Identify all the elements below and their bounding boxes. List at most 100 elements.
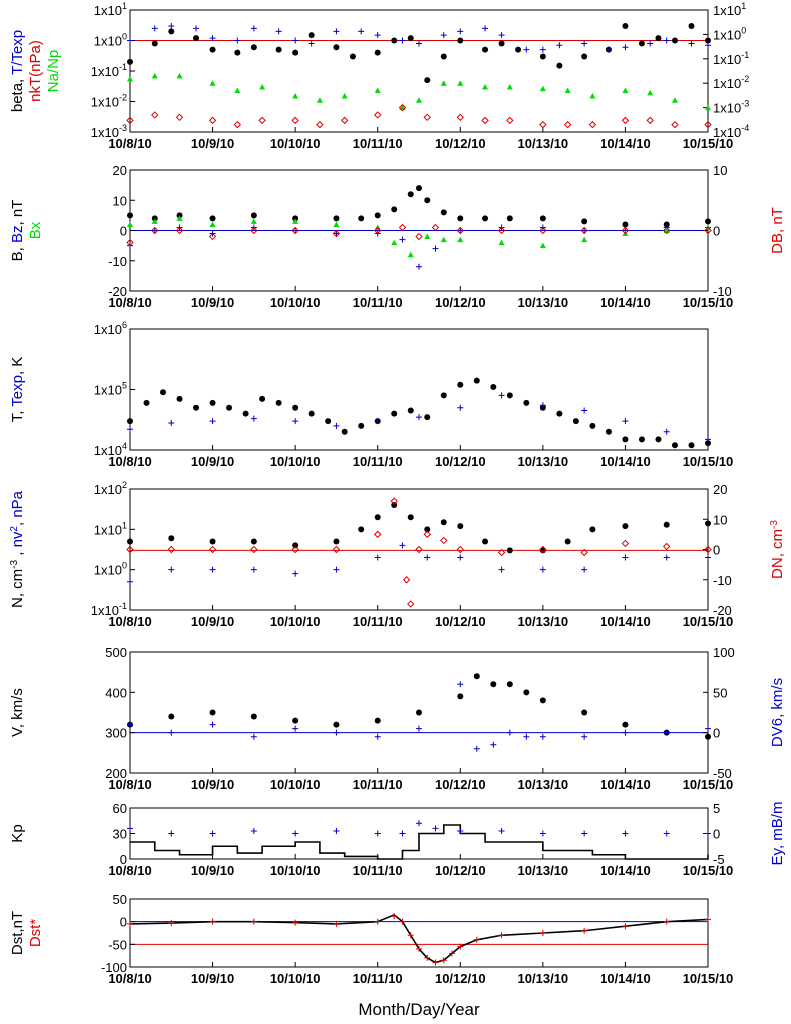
data-point: [168, 535, 175, 542]
y-right-tick-label: 0: [713, 726, 720, 741]
data-point: [292, 218, 299, 224]
x-tick-label: 10/14/10: [600, 971, 651, 986]
data-point: [209, 538, 216, 545]
data-point: [308, 410, 315, 417]
data-point: [250, 545, 258, 554]
data-point: [333, 721, 340, 728]
data-point: [407, 191, 414, 198]
panel-p4: 1x10-1 1x100 1x101 1x102 -20 -10 0 10 20 10/8/10 1…: [9, 480, 787, 629]
data-point: [440, 209, 447, 216]
data-point: [416, 185, 422, 192]
x-tick-label: 10/10/10: [270, 136, 321, 151]
y-axis-label: Na/Np: [45, 50, 62, 93]
data-point: [621, 116, 630, 125]
data-point: [581, 927, 588, 934]
data-point: [407, 35, 414, 42]
series-black: [127, 502, 711, 554]
x-tick-label: 10/12/10: [435, 971, 486, 986]
data-point: [209, 35, 216, 42]
data-point: [127, 721, 133, 728]
data-point: [457, 827, 464, 834]
data-point: [391, 913, 398, 920]
data-point: [151, 218, 158, 224]
data-point: [581, 53, 588, 60]
data-point: [126, 116, 134, 125]
y-tick-label: 1x102: [94, 480, 127, 497]
data-point: [498, 566, 505, 573]
x-tick-label: 10/10/10: [270, 295, 321, 310]
x-tick-label: 10/9/10: [191, 614, 234, 629]
x-tick-label: 10/11/10: [353, 863, 403, 878]
x-axis-label: Month/Day/Year: [358, 1000, 480, 1019]
data-point: [374, 212, 381, 219]
data-point: [539, 547, 546, 554]
data-point: [151, 25, 158, 32]
y-right-tick-label: -10: [713, 284, 732, 299]
data-point: [523, 689, 530, 696]
y-tick-label: 1x10-3: [91, 123, 127, 140]
data-point: [209, 918, 216, 925]
x-tick-label: 10/12/10: [435, 614, 486, 629]
data-point: [556, 410, 563, 417]
data-point: [416, 820, 422, 827]
y-right-tick-label: -50: [713, 766, 732, 781]
y-tick-label: -50: [108, 937, 127, 952]
x-tick-label: 10/9/10: [191, 136, 234, 151]
data-point: [663, 830, 670, 837]
data-point: [175, 113, 184, 122]
series-red: [126, 223, 712, 247]
data-point: [523, 399, 530, 406]
data-point: [127, 825, 133, 832]
data-point: [292, 570, 299, 577]
data-point: [457, 28, 464, 35]
data-point: [424, 414, 431, 421]
y-right-axis-label: DV6, km/s: [769, 678, 786, 747]
data-point: [250, 44, 257, 51]
data-point: [688, 442, 695, 449]
data-point: [498, 827, 505, 834]
data-point: [151, 215, 158, 222]
data-point: [316, 120, 324, 129]
y-right-tick-label: 0: [713, 827, 720, 842]
plot-frame: [129, 651, 709, 774]
series-black: [127, 377, 711, 449]
data-point: [539, 402, 546, 409]
data-point: [209, 709, 216, 716]
data-point: [416, 263, 422, 270]
data-point: [291, 116, 299, 125]
data-point: [671, 120, 679, 129]
data-point: [399, 830, 406, 837]
series-green: [127, 215, 711, 258]
series-black: [127, 673, 711, 740]
data-point: [415, 232, 423, 241]
data-point: [490, 681, 497, 688]
panel-p5: 200 300 400 500 -50 0 50 100 10/8/10 10/9/10 10/10…: [9, 645, 786, 792]
data-point: [292, 37, 299, 44]
x-tick-label: 10/9/10: [191, 295, 234, 310]
data-point: [258, 116, 266, 125]
y-right-tick-label: 50: [713, 685, 727, 700]
y-tick-label: 400: [105, 685, 127, 700]
data-point: [457, 381, 464, 388]
data-point: [622, 923, 629, 930]
y-tick-label: 1x105: [94, 381, 127, 398]
data-point: [349, 53, 356, 60]
data-point: [423, 530, 431, 539]
series-blue: [127, 681, 711, 752]
x-tick-label: 10/8/10: [108, 863, 151, 878]
data-point: [663, 428, 670, 435]
y-right-tick-label: 5: [713, 801, 720, 816]
data-point: [415, 545, 423, 554]
data-point: [374, 554, 381, 561]
data-point: [622, 721, 629, 728]
data-point: [440, 519, 447, 526]
data-point: [209, 80, 216, 86]
data-point: [621, 539, 630, 548]
series-blue: [127, 542, 711, 585]
x-tick-label: 10/13/10: [518, 614, 569, 629]
y-axis-label: Bx: [27, 221, 44, 239]
data-point: [175, 226, 184, 235]
data-point: [482, 25, 489, 32]
data-point: [209, 830, 216, 837]
data-point: [539, 830, 546, 837]
